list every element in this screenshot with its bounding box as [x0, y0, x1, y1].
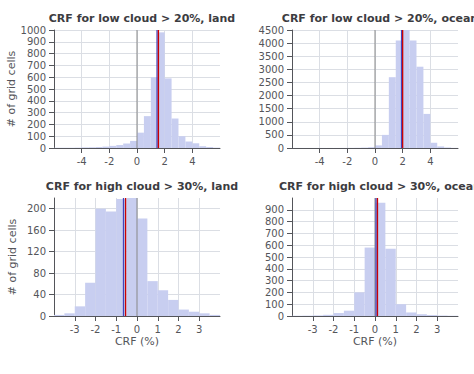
- svg-text:-2: -2: [104, 156, 114, 167]
- svg-text:-2: -2: [329, 324, 339, 335]
- svg-text:0: 0: [40, 311, 46, 322]
- svg-text:3000: 3000: [259, 64, 284, 75]
- svg-text:400: 400: [265, 263, 284, 274]
- svg-text:4: 4: [427, 156, 433, 167]
- svg-text:40: 40: [33, 289, 46, 300]
- svg-text:2000: 2000: [259, 90, 284, 101]
- svg-text:0: 0: [372, 324, 378, 335]
- svg-text:1500: 1500: [259, 103, 284, 114]
- svg-text:900: 900: [265, 204, 284, 215]
- svg-text:2: 2: [161, 156, 167, 167]
- svg-text:CRF (%): CRF (%): [115, 335, 159, 348]
- svg-text:-3: -3: [308, 324, 318, 335]
- svg-text:400: 400: [27, 95, 46, 106]
- svg-text:2: 2: [175, 324, 181, 335]
- svg-text:# of grid cells: # of grid cells: [6, 218, 19, 295]
- svg-text:2: 2: [413, 324, 419, 335]
- svg-text:160: 160: [27, 225, 46, 236]
- svg-text:700: 700: [27, 60, 46, 71]
- svg-text:1000: 1000: [259, 116, 284, 127]
- svg-text:600: 600: [265, 240, 284, 251]
- svg-text:-4: -4: [315, 156, 325, 167]
- svg-text:0: 0: [278, 143, 284, 154]
- svg-text:-3: -3: [70, 324, 80, 335]
- svg-text:800: 800: [27, 48, 46, 59]
- svg-text:500: 500: [265, 129, 284, 140]
- svg-text:1: 1: [155, 324, 161, 335]
- svg-text:CRF for high cloud > 30%, ocea: CRF for high cloud > 30%, ocean: [279, 180, 474, 193]
- svg-text:200: 200: [27, 119, 46, 130]
- svg-text:120: 120: [27, 246, 46, 257]
- svg-text:# of grid cells: # of grid cells: [5, 50, 18, 127]
- svg-text:200: 200: [265, 287, 284, 298]
- svg-text:80: 80: [33, 268, 46, 279]
- svg-text:3: 3: [434, 324, 440, 335]
- svg-text:CRF (%): CRF (%): [353, 335, 397, 348]
- svg-text:0: 0: [134, 324, 140, 335]
- svg-text:600: 600: [27, 72, 46, 83]
- svg-text:100: 100: [265, 299, 284, 310]
- svg-text:100: 100: [27, 131, 46, 142]
- svg-text:1000: 1000: [21, 25, 46, 36]
- svg-text:500: 500: [265, 252, 284, 263]
- svg-text:2: 2: [399, 156, 405, 167]
- svg-text:-2: -2: [91, 324, 101, 335]
- svg-text:-1: -1: [349, 324, 359, 335]
- svg-text:900: 900: [27, 36, 46, 47]
- svg-text:-1: -1: [111, 324, 121, 335]
- svg-text:4: 4: [189, 156, 195, 167]
- svg-text:4000: 4000: [259, 38, 284, 49]
- svg-text:0: 0: [40, 143, 46, 154]
- svg-text:-4: -4: [77, 156, 87, 167]
- svg-text:200: 200: [27, 203, 46, 214]
- svg-text:300: 300: [265, 275, 284, 286]
- svg-text:700: 700: [265, 228, 284, 239]
- svg-text:4500: 4500: [259, 25, 284, 36]
- svg-text:0: 0: [134, 156, 140, 167]
- svg-text:2500: 2500: [259, 77, 284, 88]
- svg-text:3500: 3500: [259, 51, 284, 62]
- svg-text:3: 3: [196, 324, 202, 335]
- svg-text:0: 0: [278, 311, 284, 322]
- svg-text:CRF for low cloud > 20%, land: CRF for low cloud > 20%, land: [49, 12, 235, 25]
- svg-text:0: 0: [372, 156, 378, 167]
- svg-text:CRF for high cloud > 30%, land: CRF for high cloud > 30%, land: [46, 180, 238, 193]
- svg-text:CRF for low cloud > 20%, ocean: CRF for low cloud > 20%, ocean: [282, 12, 474, 25]
- svg-text:300: 300: [27, 107, 46, 118]
- svg-text:500: 500: [27, 84, 46, 95]
- svg-text:-2: -2: [342, 156, 352, 167]
- svg-text:800: 800: [265, 216, 284, 227]
- svg-text:1: 1: [393, 324, 399, 335]
